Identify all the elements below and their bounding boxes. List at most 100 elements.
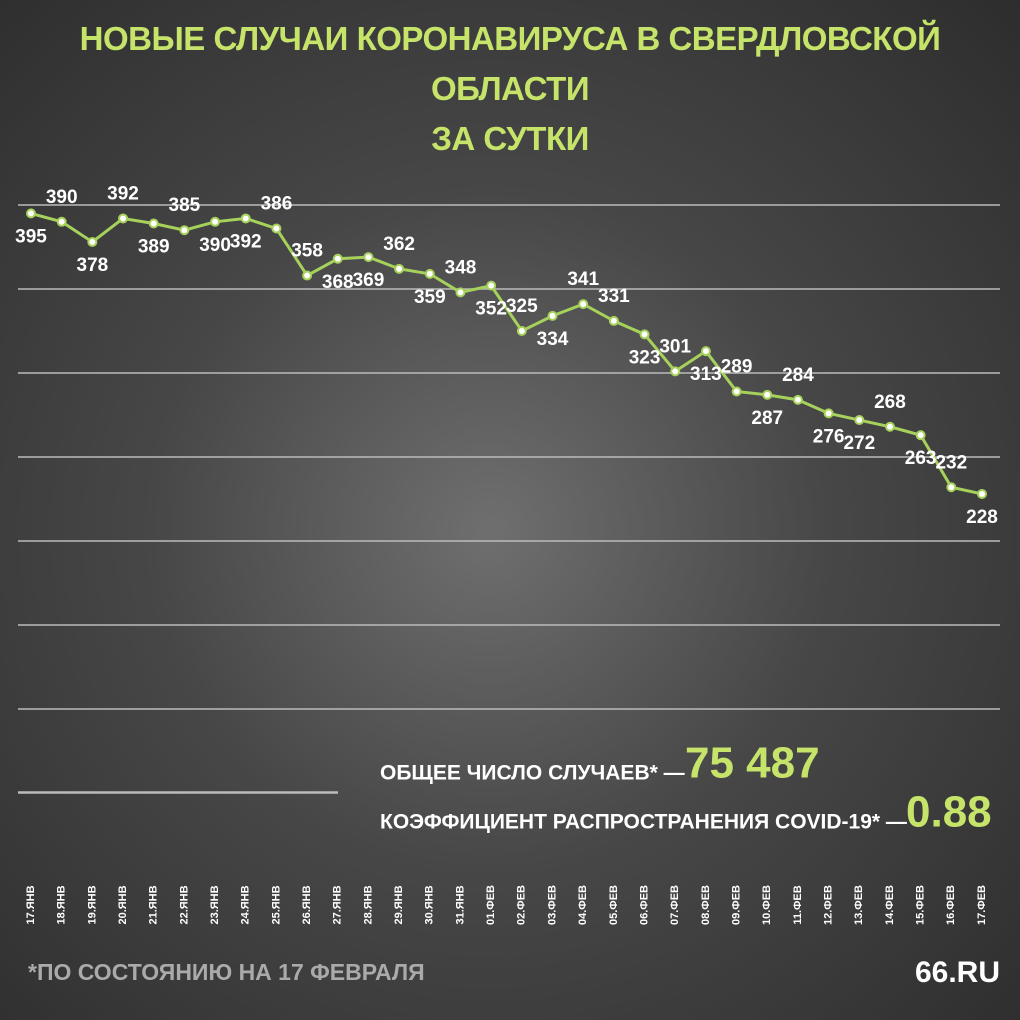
- x-tick-label: 30.ЯНВ: [424, 885, 436, 924]
- data-label: 284: [782, 365, 814, 386]
- data-label: 313: [690, 364, 722, 385]
- x-tick: 28.ЯНВ: [362, 885, 374, 924]
- data-label: 272: [843, 433, 875, 454]
- point: [977, 488, 987, 499]
- point: [363, 252, 374, 263]
- data-label: 348: [445, 257, 477, 278]
- x-tick: 22.ЯНВ: [178, 885, 190, 924]
- rate-value: 0.88: [906, 788, 992, 837]
- x-tick: 14.ФЕВ: [884, 885, 896, 925]
- data-label: 389: [138, 236, 170, 257]
- data-label: 362: [383, 234, 415, 255]
- data-label: 368: [322, 272, 354, 293]
- x-tick-label: 17.ФЕВ: [976, 885, 988, 925]
- data-label: 359: [414, 287, 446, 308]
- point: [240, 213, 251, 224]
- x-tick-label: 06.ФЕВ: [638, 885, 650, 925]
- x-tick-label: 18.ЯНВ: [56, 885, 68, 924]
- x-tick-label: 01.ФЕВ: [485, 885, 497, 925]
- point: [424, 268, 435, 279]
- point: [179, 225, 190, 236]
- data-label: 358: [291, 241, 323, 262]
- data-label: 268: [874, 392, 906, 413]
- data-label: 325: [506, 296, 538, 317]
- point: [455, 287, 466, 298]
- point: [884, 421, 895, 432]
- x-tick: 25.ЯНВ: [270, 885, 282, 924]
- point: [731, 386, 742, 397]
- data-label: 390: [199, 235, 231, 256]
- x-tick-label: 20.ЯНВ: [117, 885, 129, 924]
- x-tick: 30.ЯНВ: [424, 885, 436, 924]
- point: [118, 213, 129, 224]
- x-tick-label: 05.ФЕВ: [608, 885, 620, 925]
- footnote: *ПО СОСТОЯНИЮ НА 17 ФЕВРАЛЯ: [28, 959, 425, 985]
- x-tick: 23.ЯНВ: [209, 885, 221, 924]
- x-tick-label: 12.ФЕВ: [823, 885, 835, 925]
- x-tick: 06.ФЕВ: [638, 885, 650, 925]
- x-tick-label: 28.ЯНВ: [362, 885, 374, 924]
- x-tick: 31.ЯНВ: [454, 885, 466, 924]
- x-tick-label: 19.ЯНВ: [86, 885, 98, 924]
- logo: 66.RU: [915, 956, 1000, 989]
- total-value: 75 487: [685, 739, 820, 788]
- x-tick: 12.ФЕВ: [823, 885, 835, 925]
- x-tick: 19.ЯНВ: [86, 885, 98, 924]
- x-tick-label: 26.ЯНВ: [301, 885, 313, 924]
- point: [670, 366, 681, 377]
- x-tick: 21.ЯНВ: [148, 885, 160, 924]
- data-label: 276: [813, 426, 845, 447]
- data-label: 392: [230, 231, 262, 252]
- point: [486, 280, 497, 291]
- data-label: 369: [353, 270, 385, 291]
- x-tick-label: 11.ФЕВ: [792, 885, 804, 924]
- x-tick-label: 13.ФЕВ: [853, 885, 865, 925]
- data-label: 301: [659, 336, 691, 357]
- point: [56, 216, 67, 227]
- x-tick-label: 17.ЯНВ: [25, 885, 37, 924]
- point: [946, 482, 957, 493]
- x-tick-label: 23.ЯНВ: [209, 885, 221, 924]
- x-tick-label: 25.ЯНВ: [270, 885, 282, 924]
- x-tick: 08.ФЕВ: [700, 885, 712, 925]
- data-label: 378: [77, 255, 109, 276]
- x-tick: 09.ФЕВ: [730, 885, 742, 925]
- point: [578, 299, 589, 310]
- x-tick-label: 07.ФЕВ: [669, 885, 681, 925]
- x-tick: 29.ЯНВ: [393, 885, 405, 924]
- x-tick-label: 10.ФЕВ: [761, 885, 773, 925]
- x-tick-label: 15.ФЕВ: [915, 885, 927, 925]
- data-label: 352: [475, 299, 507, 320]
- data-label: 390: [46, 187, 78, 208]
- x-tick: 17.ЯНВ: [25, 885, 37, 924]
- line: [30, 211, 983, 496]
- x-tick: 02.ФЕВ: [516, 885, 528, 925]
- x-tick: 10.ФЕВ: [761, 885, 773, 925]
- x-tick: 24.ЯНВ: [240, 885, 252, 924]
- x-tick-label: 14.ФЕВ: [884, 885, 896, 925]
- point: [547, 310, 558, 321]
- point: [823, 408, 834, 419]
- x-tick-label: 27.ЯНВ: [332, 885, 344, 924]
- x-tick-label: 09.ФЕВ: [730, 885, 742, 925]
- x-tick: 13.ФЕВ: [853, 885, 865, 925]
- point: [148, 218, 159, 229]
- x-tick-label: 03.ФЕВ: [546, 885, 558, 925]
- point: [271, 223, 282, 234]
- x-tick: 27.ЯНВ: [332, 885, 344, 924]
- rate-label: КОЭФФИЦИЕНТ РАСПРОСТРАНЕНИЯ COVID-19* —: [380, 811, 907, 834]
- data-label: 392: [107, 183, 139, 204]
- x-tick: 16.ФЕВ: [945, 885, 957, 925]
- x-tick: 20.ЯНВ: [117, 885, 129, 924]
- x-tick-label: 02.ФЕВ: [516, 885, 528, 925]
- point: [332, 253, 343, 264]
- x-tick-label: 31.ЯНВ: [454, 885, 466, 924]
- x-tick: 26.ЯНВ: [301, 885, 313, 924]
- data-label: 232: [935, 452, 967, 473]
- data-label: 395: [15, 226, 47, 247]
- data-label: 385: [169, 195, 201, 216]
- x-tick: 07.ФЕВ: [669, 885, 681, 925]
- point: [302, 270, 313, 281]
- point: [608, 315, 619, 326]
